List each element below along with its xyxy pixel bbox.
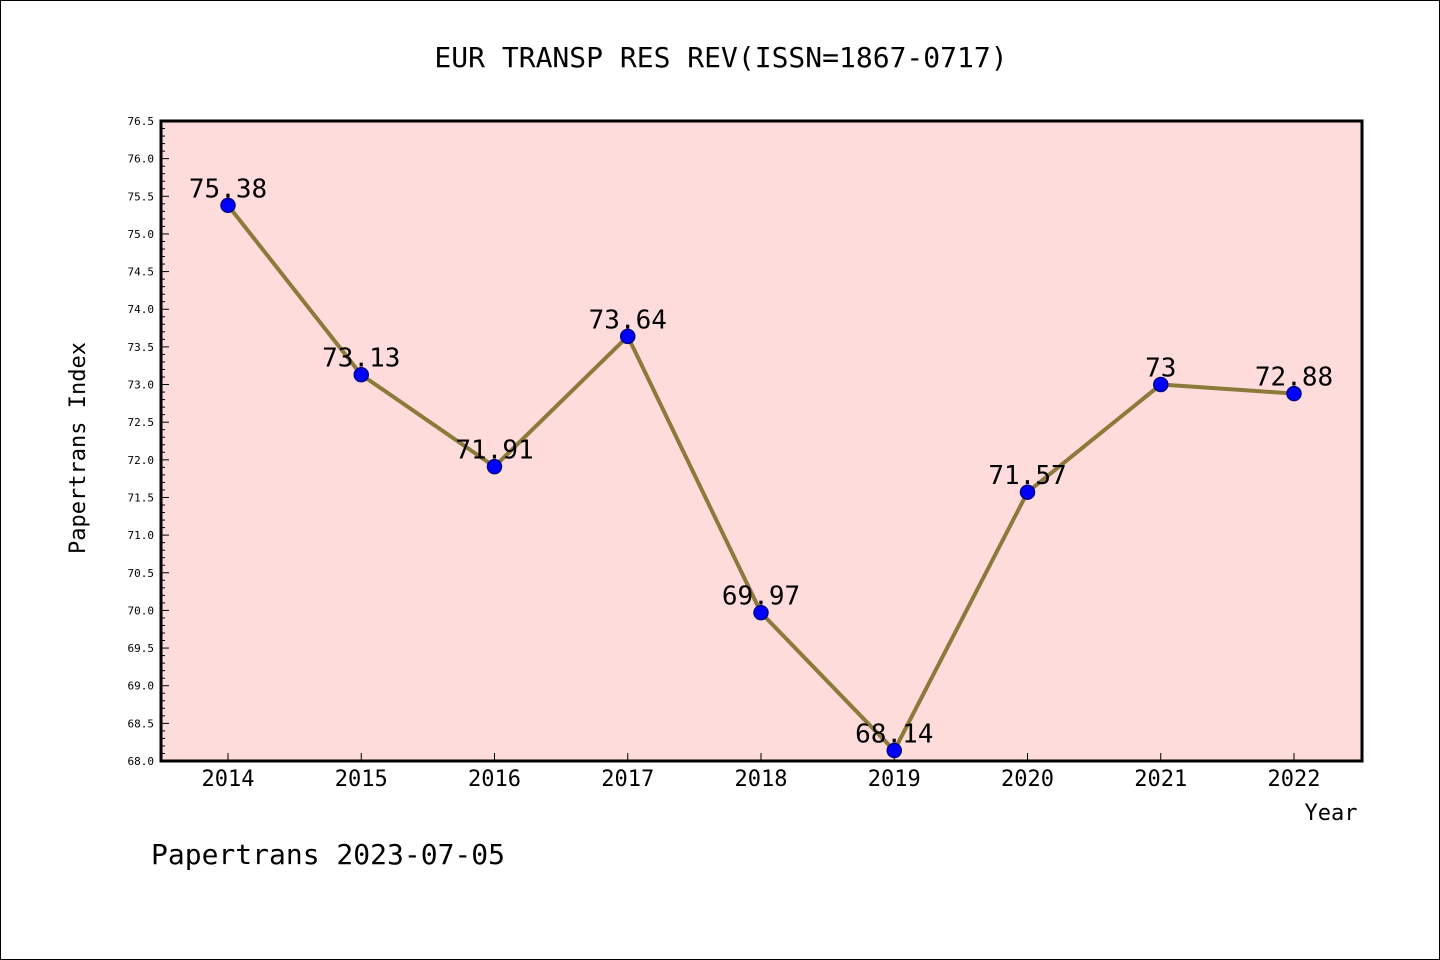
y-tick-label: 75.5 bbox=[128, 190, 155, 203]
x-tick-label: 2019 bbox=[868, 767, 921, 792]
data-label: 71.91 bbox=[455, 436, 533, 466]
data-point bbox=[1286, 385, 1302, 402]
data-label: 72.88 bbox=[1255, 363, 1333, 393]
data-label: 68.14 bbox=[855, 719, 933, 749]
x-axis-label: Year bbox=[1305, 801, 1358, 826]
data-label: 73.64 bbox=[589, 305, 667, 335]
y-tick-label: 72.5 bbox=[128, 416, 155, 429]
data-point bbox=[886, 742, 902, 759]
y-tick-label: 70.5 bbox=[128, 567, 155, 580]
y-tick-label: 68.5 bbox=[128, 717, 155, 730]
y-tick-label: 76.0 bbox=[128, 153, 155, 166]
y-tick-label: 74.0 bbox=[128, 303, 155, 316]
data-labels: 75.38 73.13 71.91 73.64 69.97 68.14 71.57 73 72.… bbox=[189, 174, 1333, 749]
plot-border bbox=[159, 119, 1364, 763]
y-tick-label: 74.5 bbox=[128, 266, 155, 279]
data-point bbox=[620, 328, 636, 345]
data-point bbox=[1153, 376, 1169, 393]
y-tick-label: 73.0 bbox=[128, 379, 155, 392]
chart-title: EUR TRANSP RES REV(ISSN=1867-0717) bbox=[434, 41, 1007, 74]
data-point bbox=[1019, 484, 1036, 500]
footer-text: Papertrans 2023-07-05 bbox=[151, 838, 505, 871]
y-tick-label: 71.0 bbox=[128, 529, 155, 542]
data-point bbox=[220, 197, 236, 214]
data-label: 69.97 bbox=[722, 582, 800, 612]
data-point bbox=[753, 604, 769, 621]
data-label: 73.13 bbox=[322, 344, 400, 374]
y-tick-label: 76.5 bbox=[128, 115, 155, 128]
x-tick-label: 2020 bbox=[1001, 767, 1054, 792]
data-point bbox=[353, 366, 369, 383]
x-tick-label: 2017 bbox=[601, 767, 654, 792]
y-tick-label: 72.0 bbox=[128, 454, 155, 467]
plot-area bbox=[161, 121, 1362, 761]
x-tick-label: 2014 bbox=[202, 767, 255, 792]
data-points bbox=[220, 197, 1302, 759]
y-tick-label: 70.0 bbox=[128, 604, 155, 617]
y-axis-label: Papertrans Index bbox=[66, 342, 91, 554]
x-tick-label: 2016 bbox=[468, 767, 521, 792]
y-tick-label: 69.0 bbox=[128, 680, 155, 693]
x-tick-label: 2021 bbox=[1134, 767, 1187, 792]
y-tick-label: 73.5 bbox=[128, 341, 155, 354]
y-tick-label: 68.0 bbox=[128, 755, 155, 768]
data-label: 75.38 bbox=[189, 174, 267, 204]
x-axis: 2014 2015 2016 2017 2018 2019 2020 2021 2022 bbox=[202, 753, 1321, 792]
x-tick-label: 2022 bbox=[1268, 767, 1321, 792]
data-label: 73 bbox=[1145, 354, 1176, 384]
y-tick-label: 69.5 bbox=[128, 642, 155, 655]
y-tick-label: 75.0 bbox=[128, 228, 155, 241]
y-axis: 68.0 68.5 69.0 69.5 70.0 70.5 71.0 71.5 72.0 72.5… bbox=[128, 115, 169, 768]
data-label: 71.57 bbox=[988, 461, 1066, 491]
data-point bbox=[486, 458, 503, 475]
y-tick-label: 71.5 bbox=[128, 491, 155, 504]
x-tick-label: 2018 bbox=[735, 767, 788, 792]
x-tick-label: 2015 bbox=[335, 767, 388, 792]
